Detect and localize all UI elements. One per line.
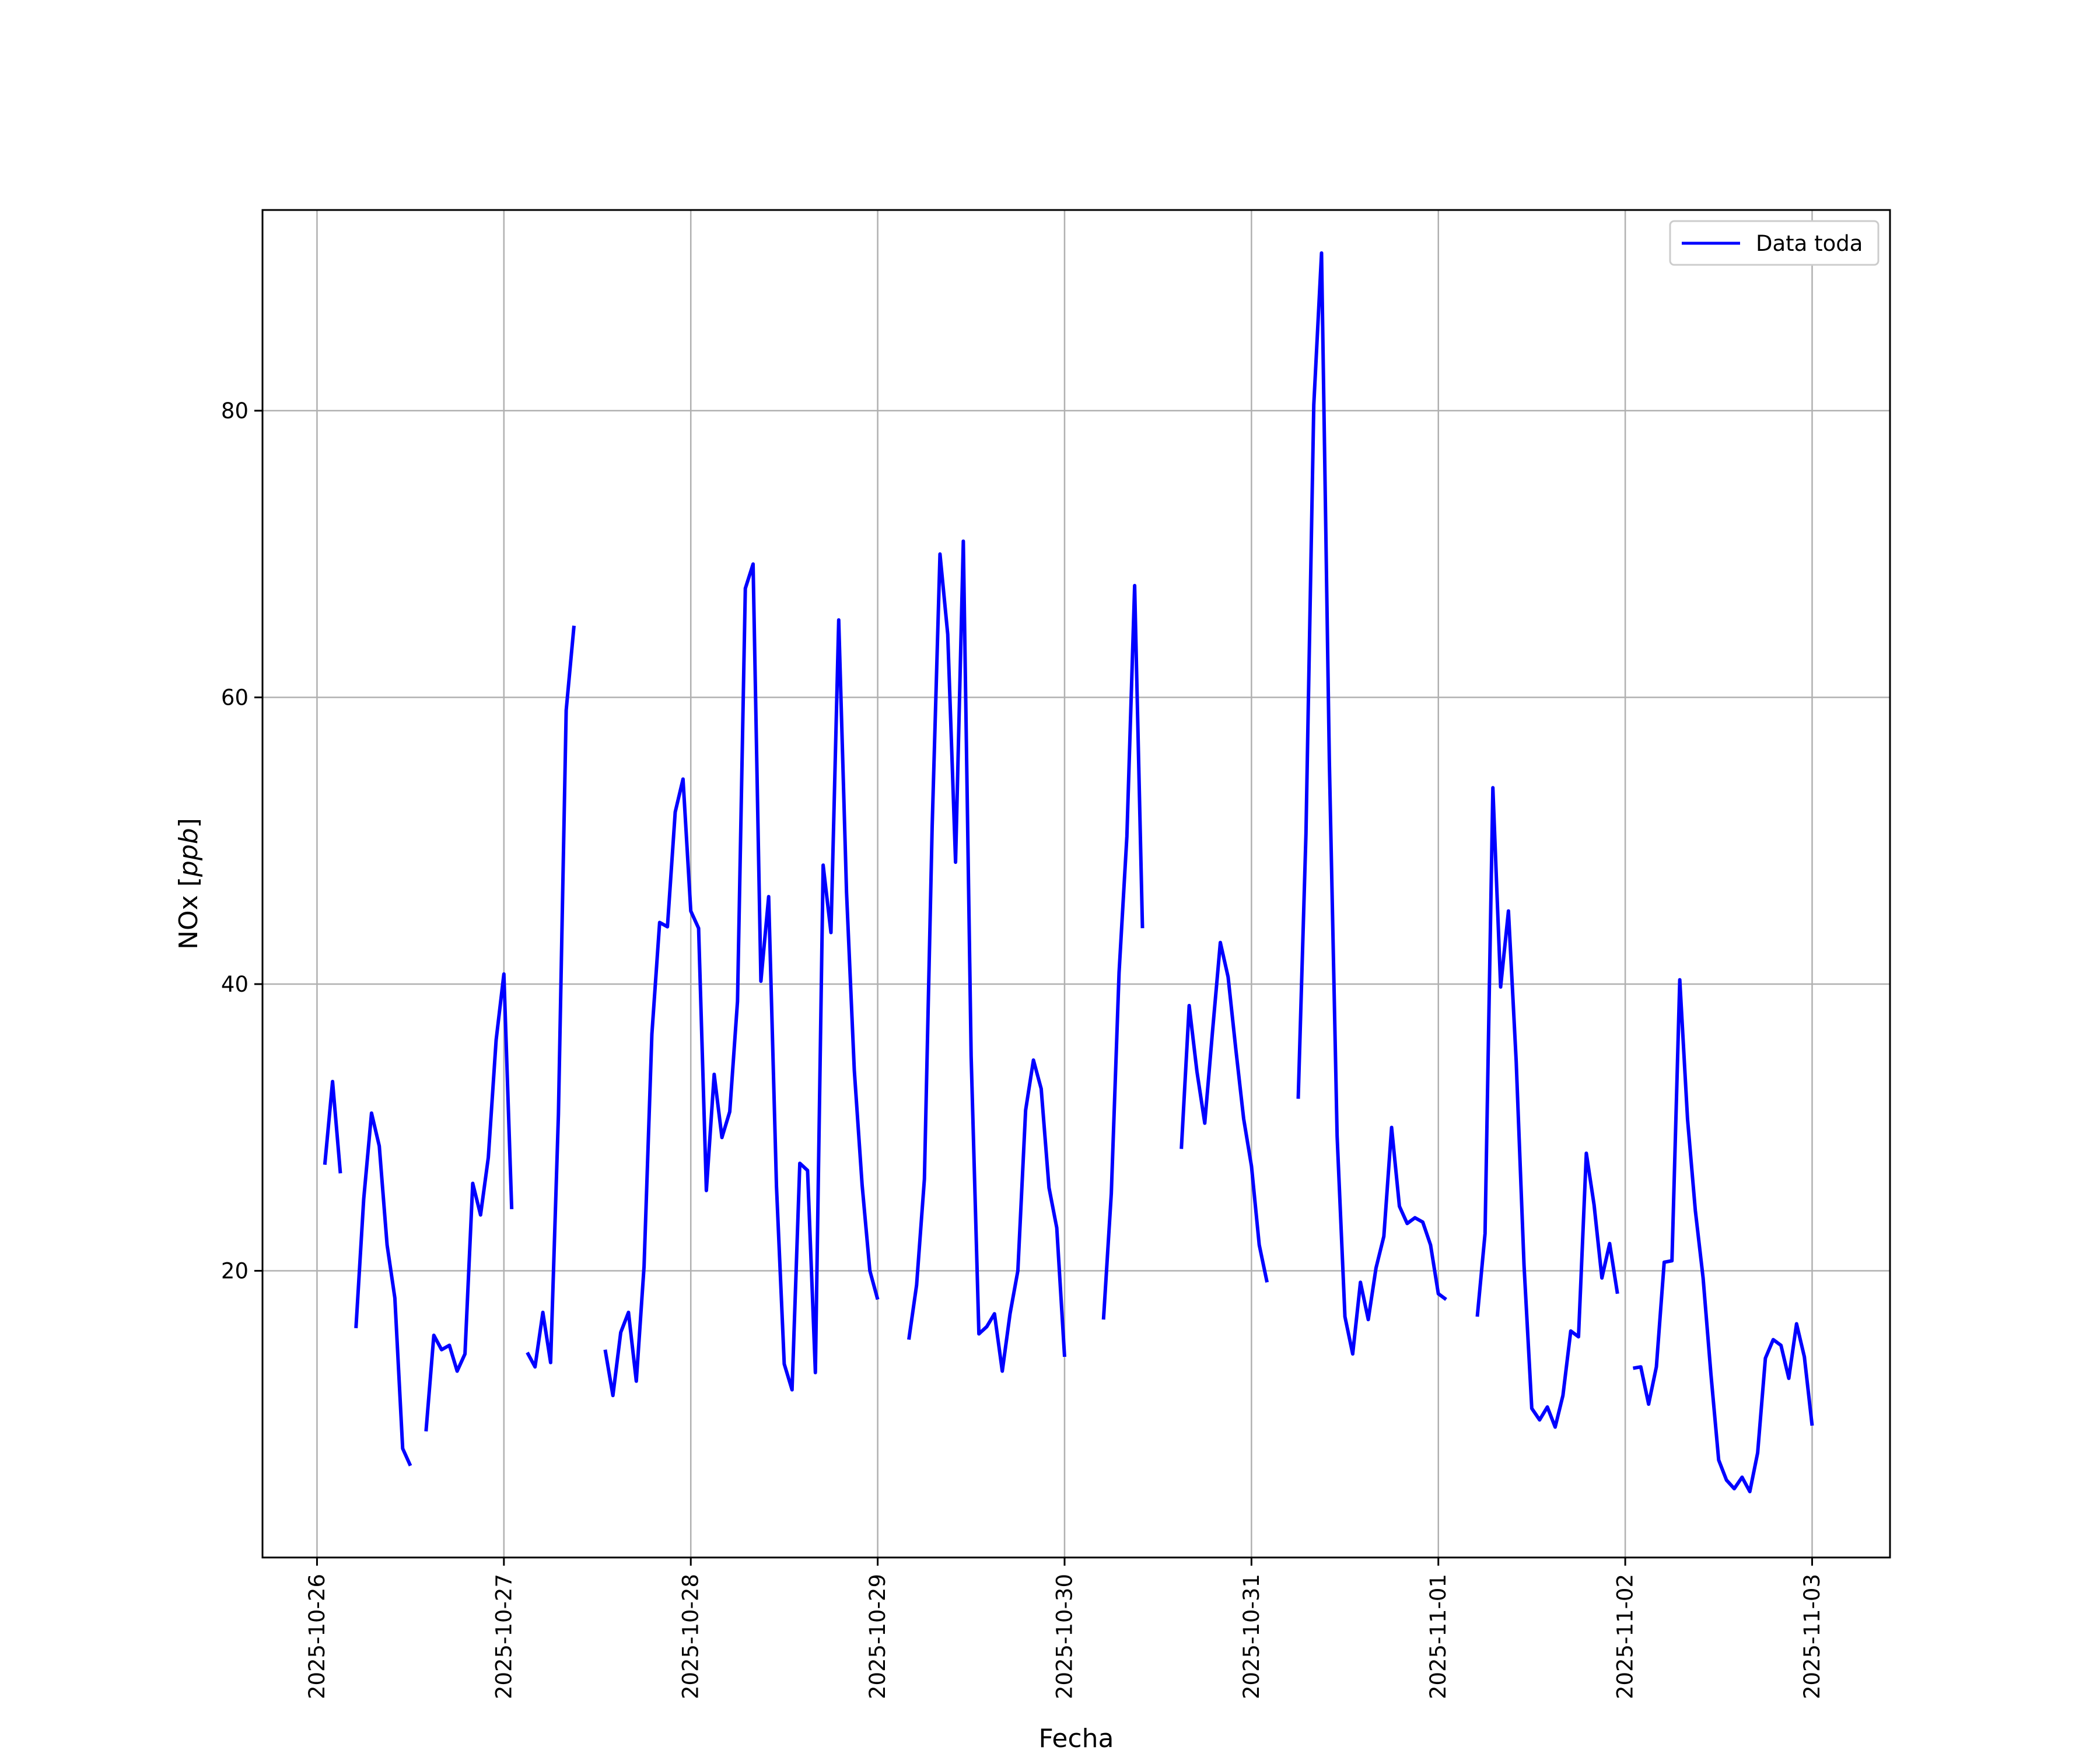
x-tick-label: 2025-10-30	[1052, 1574, 1077, 1699]
y-tick-label: 80	[221, 398, 249, 424]
y-axis-label-main: NOx [	[174, 877, 204, 950]
x-axis: 2025-10-26 2025-10-27 2025-10-28 2025-10-29…	[304, 1558, 1825, 1699]
x-tick-label: 2025-10-31	[1239, 1574, 1264, 1699]
series-line-segment	[1632, 978, 1814, 1493]
y-tick-label: 40	[221, 972, 249, 997]
y-tick-label: 20	[221, 1259, 249, 1284]
series-line-segment	[1475, 786, 1619, 1429]
x-tick-label: 2025-11-02	[1613, 1574, 1638, 1699]
y-tick-label: 60	[221, 685, 249, 710]
series-line-segment	[907, 539, 1066, 1373]
series-line-segment	[1101, 583, 1144, 1320]
series-line-segment	[323, 1080, 342, 1174]
x-tick-label: 2025-10-26	[304, 1574, 330, 1699]
series-line-segment	[1180, 940, 1269, 1283]
legend-label-data-toda: Data toda	[1756, 231, 1863, 256]
x-tick-label: 2025-10-29	[865, 1574, 890, 1699]
x-tick-label: 2025-10-28	[678, 1574, 704, 1699]
y-axis-label: NOx [ppb]	[174, 818, 204, 950]
y-axis-label-unit: ppb	[174, 828, 204, 877]
y-axis: 20 40 60 80	[221, 398, 262, 1284]
x-tick-label: 2025-11-03	[1800, 1574, 1825, 1699]
series-line-segment	[354, 1111, 412, 1466]
legend: Data toda	[1669, 220, 1880, 266]
series-line-segment	[424, 972, 514, 1432]
series-line-segment	[1296, 251, 1447, 1356]
legend-box	[1669, 220, 1880, 266]
series-data-toda	[323, 251, 1814, 1493]
series-line-segment	[526, 625, 576, 1369]
plot-frame	[261, 209, 1891, 1559]
y-axis-label-close: ]	[174, 818, 204, 828]
x-tick-label: 2025-11-01	[1426, 1574, 1451, 1699]
x-tick-label: 2025-10-27	[491, 1574, 516, 1699]
series-layer	[323, 251, 1814, 1493]
x-axis-label: Fecha	[1038, 1724, 1114, 1750]
series-line-segment	[603, 562, 880, 1398]
